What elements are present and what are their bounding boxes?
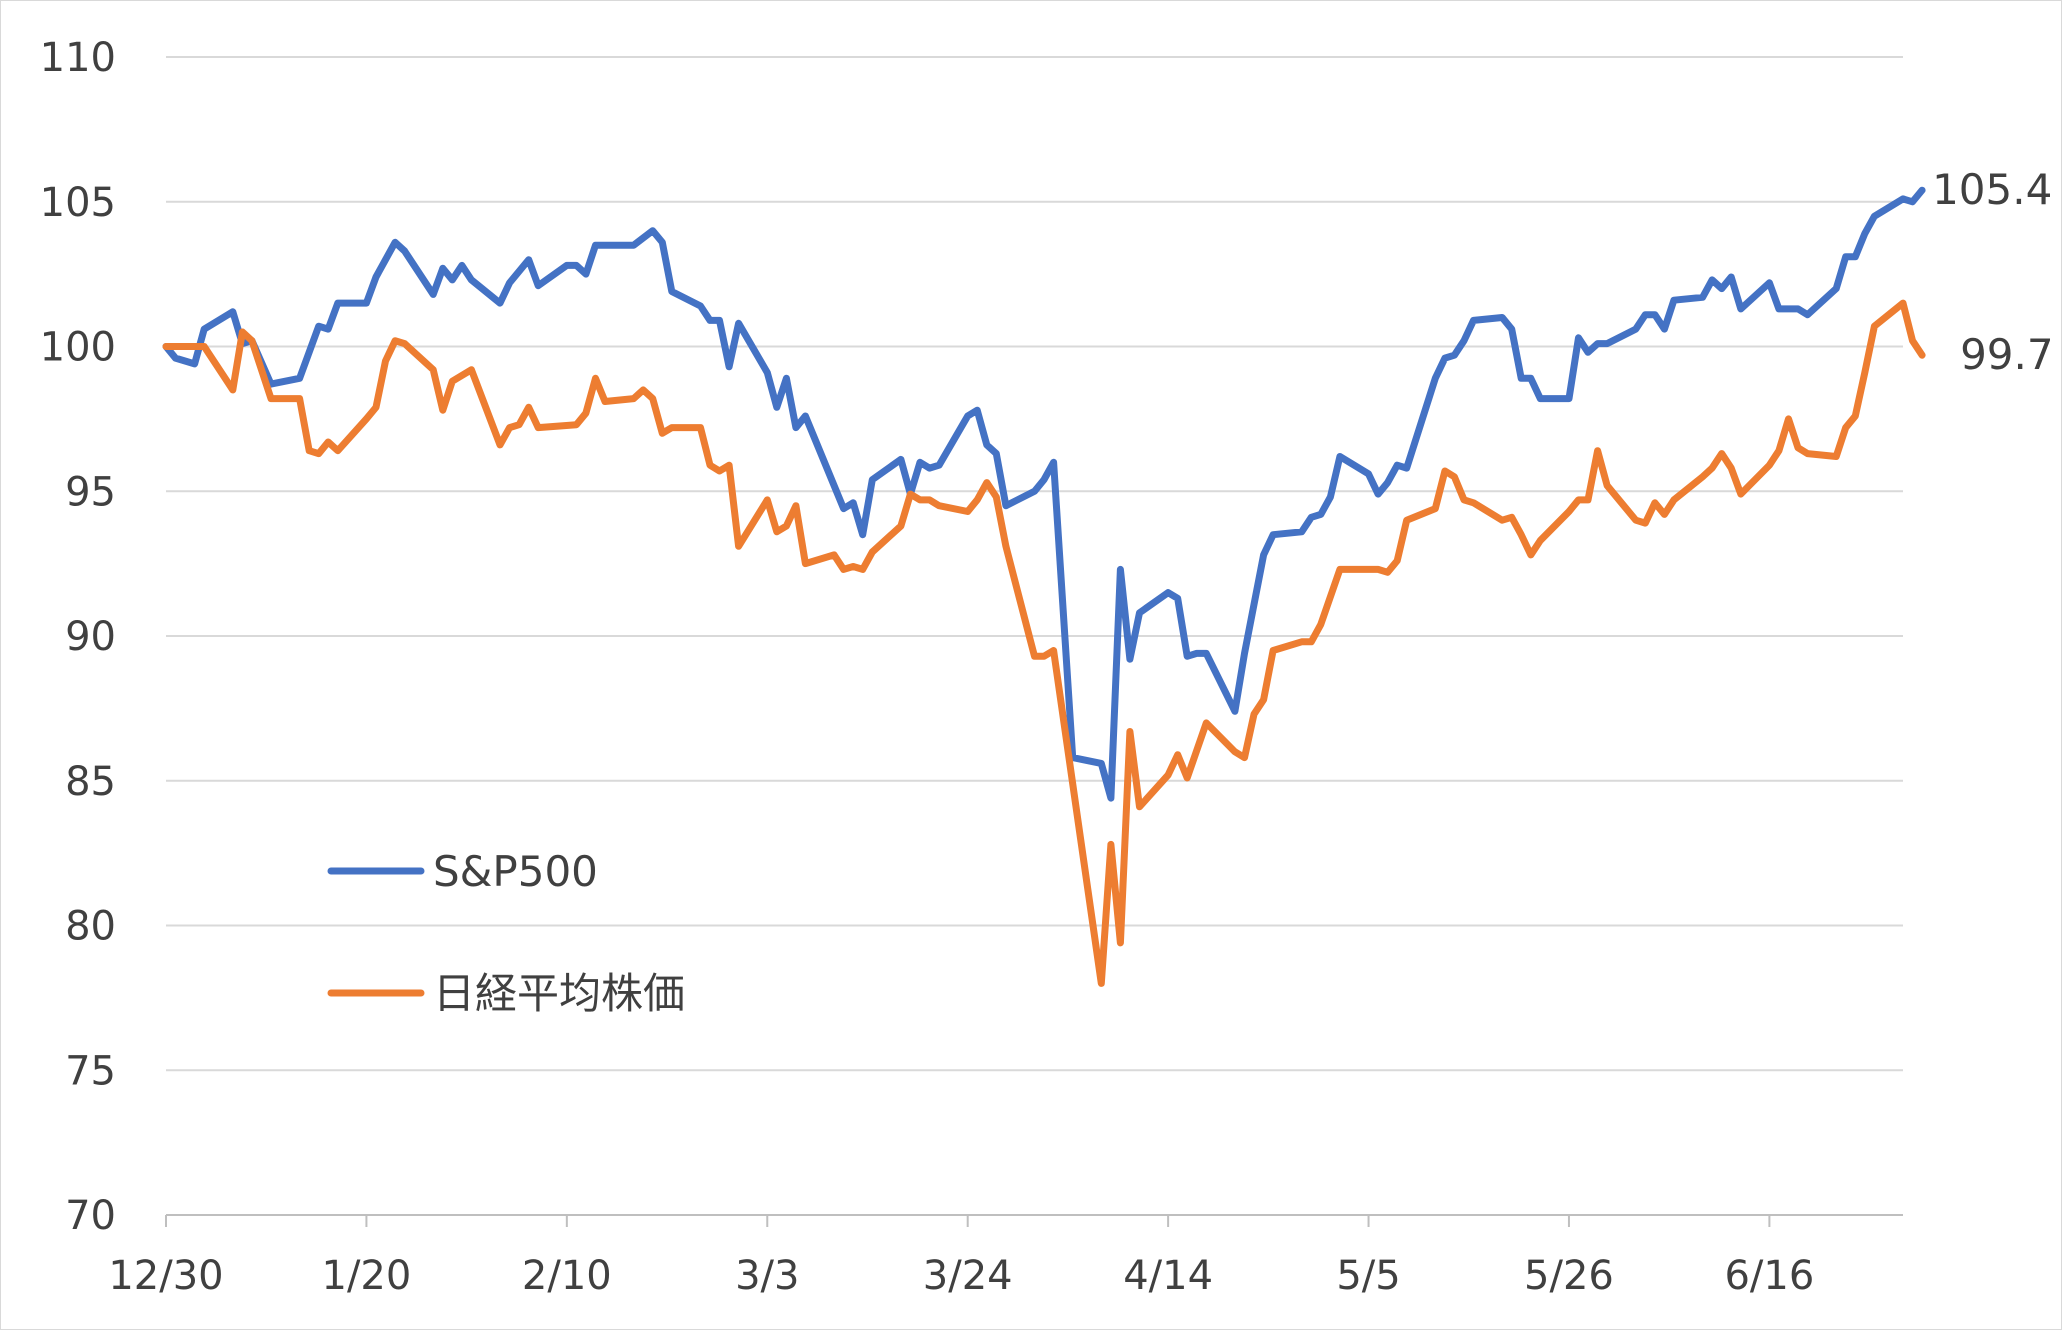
y-tick-label: 95 [65,469,116,515]
end-labels: 105.4 99.7 [1932,165,2054,379]
y-tick-label: 70 [65,1193,116,1239]
gridlines [166,56,1903,1072]
series-line-1 [162,299,1926,987]
y-tick-label: 105 [40,180,116,226]
x-tick-label: 3/3 [735,1253,799,1299]
series-line-0 [162,186,1926,802]
y-tick-label: 110 [40,35,116,81]
legend-label: 日経平均株価 [433,969,685,1018]
y-tick-label: 85 [65,759,116,805]
legend-label: S&P500 [433,847,598,896]
y-tick-label: 100 [40,325,116,371]
x-tick-label: 1/20 [322,1253,412,1299]
axes: 70 75 80 85 90 95 100 105 110 12/30 1/20 2/10 3/3 3/2… [40,35,1903,1299]
x-tick-label: 4/14 [1123,1253,1213,1299]
series-end-label: 99.7 [1960,330,2054,379]
x-tick-label: 5/5 [1336,1253,1400,1299]
x-tick-label: 6/16 [1724,1253,1814,1299]
y-tick-label: 90 [65,614,116,660]
series-lines [162,186,1926,987]
x-tick-label: 5/26 [1524,1253,1614,1299]
x-tick-label: 3/24 [923,1253,1013,1299]
y-tick-label: 80 [65,904,116,950]
x-tick-label: 12/30 [108,1253,223,1299]
x-tick-label: 2/10 [522,1253,612,1299]
y-tick-label: 75 [65,1048,116,1094]
legend: S&P500 日経平均株価 [327,847,685,1018]
series-end-label: 105.4 [1932,165,2052,214]
